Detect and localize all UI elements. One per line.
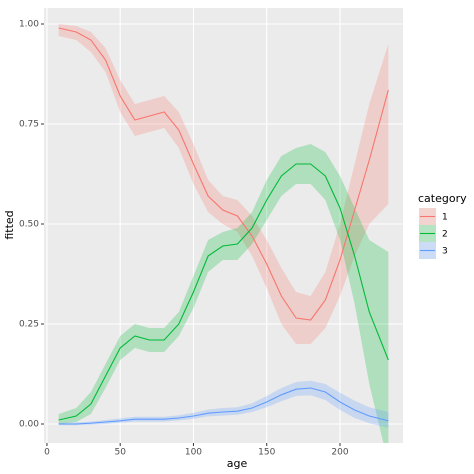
legend-label: 2	[442, 230, 448, 240]
x-tick-label: 50	[114, 448, 126, 458]
x-tick-label: 0	[44, 448, 50, 458]
plot-area	[58, 24, 389, 443]
legend-label: 3	[442, 247, 448, 257]
y-tick-label: 1.00	[19, 20, 39, 30]
x-tick-label: 150	[258, 448, 275, 458]
y-axis-title: fitted	[3, 210, 16, 239]
x-tick-label: 100	[185, 448, 202, 458]
x-axis-title: age	[227, 457, 248, 470]
y-tick-label: 0.25	[19, 320, 39, 330]
legend-label: 1	[442, 213, 448, 223]
confidence-ribbon	[58, 24, 389, 344]
y-tick-label: 0.00	[19, 420, 39, 430]
y-tick-label: 0.75	[19, 120, 39, 130]
fitted-line	[58, 27, 389, 321]
y-tick-label: 0.50	[19, 220, 39, 230]
legend-title: category	[418, 192, 467, 205]
confidence-ribbon	[58, 380, 389, 428]
x-tick-label: 200	[331, 448, 348, 458]
fitted-line	[58, 163, 389, 421]
panel	[44, 8, 403, 443]
fitted-line	[58, 387, 389, 425]
